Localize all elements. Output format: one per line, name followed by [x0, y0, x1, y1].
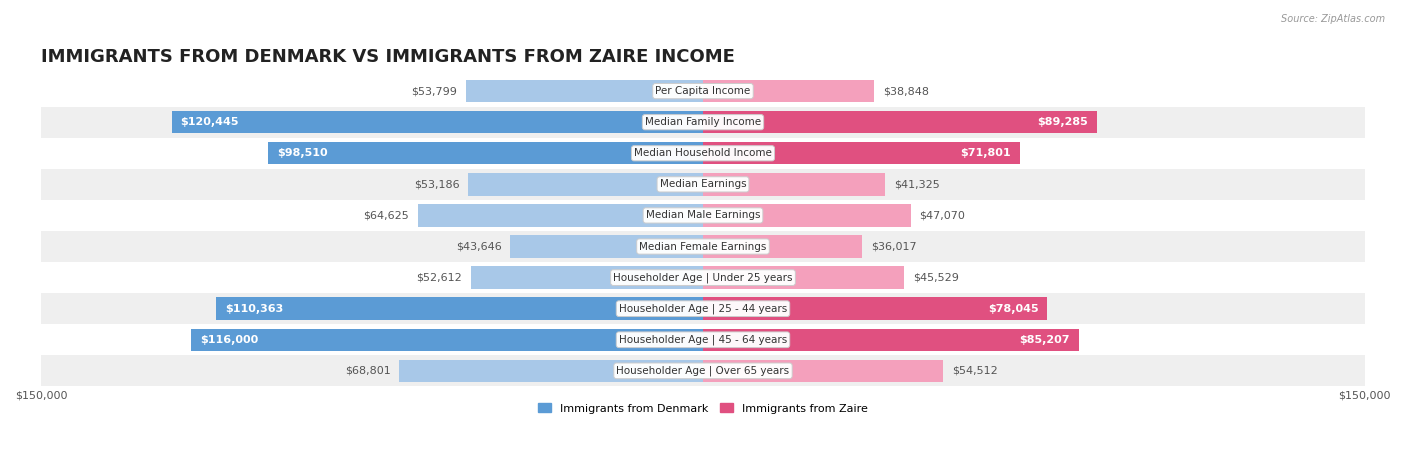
- Bar: [703, 142, 1019, 164]
- Bar: [41, 169, 1365, 200]
- Bar: [703, 360, 943, 382]
- Bar: [399, 360, 703, 382]
- Bar: [41, 138, 1365, 169]
- Bar: [41, 355, 1365, 386]
- Text: Source: ZipAtlas.com: Source: ZipAtlas.com: [1281, 14, 1385, 24]
- Bar: [703, 204, 911, 226]
- Bar: [703, 173, 886, 196]
- Bar: [269, 142, 703, 164]
- Bar: [465, 80, 703, 102]
- Text: Householder Age | 45 - 64 years: Householder Age | 45 - 64 years: [619, 334, 787, 345]
- Legend: Immigrants from Denmark, Immigrants from Zaire: Immigrants from Denmark, Immigrants from…: [534, 399, 872, 418]
- Bar: [703, 80, 875, 102]
- Bar: [172, 111, 703, 134]
- Text: $53,186: $53,186: [413, 179, 460, 189]
- Text: $36,017: $36,017: [870, 241, 917, 252]
- Text: $64,625: $64,625: [363, 211, 409, 220]
- Bar: [41, 76, 1365, 106]
- Bar: [468, 173, 703, 196]
- Text: $89,285: $89,285: [1038, 117, 1088, 127]
- Text: Median Household Income: Median Household Income: [634, 149, 772, 158]
- Bar: [703, 329, 1078, 351]
- Text: $47,070: $47,070: [920, 211, 966, 220]
- Bar: [703, 235, 862, 258]
- Text: Per Capita Income: Per Capita Income: [655, 86, 751, 96]
- Bar: [191, 329, 703, 351]
- Text: Householder Age | Under 25 years: Householder Age | Under 25 years: [613, 272, 793, 283]
- Bar: [41, 106, 1365, 138]
- Text: $53,799: $53,799: [411, 86, 457, 96]
- Text: $116,000: $116,000: [200, 335, 259, 345]
- Bar: [41, 231, 1365, 262]
- Text: $85,207: $85,207: [1019, 335, 1070, 345]
- Text: Median Female Earnings: Median Female Earnings: [640, 241, 766, 252]
- Text: $120,445: $120,445: [180, 117, 239, 127]
- Text: $110,363: $110,363: [225, 304, 283, 314]
- Text: Median Male Earnings: Median Male Earnings: [645, 211, 761, 220]
- Text: $68,801: $68,801: [344, 366, 391, 376]
- Bar: [703, 266, 904, 289]
- Bar: [703, 111, 1097, 134]
- Bar: [510, 235, 703, 258]
- Bar: [703, 297, 1047, 320]
- Bar: [217, 297, 703, 320]
- Text: $52,612: $52,612: [416, 273, 463, 283]
- Text: IMMIGRANTS FROM DENMARK VS IMMIGRANTS FROM ZAIRE INCOME: IMMIGRANTS FROM DENMARK VS IMMIGRANTS FR…: [41, 48, 735, 66]
- Text: $38,848: $38,848: [883, 86, 929, 96]
- Text: $43,646: $43,646: [456, 241, 502, 252]
- Text: $78,045: $78,045: [988, 304, 1039, 314]
- Text: $71,801: $71,801: [960, 149, 1011, 158]
- Text: $98,510: $98,510: [277, 149, 328, 158]
- Text: Median Family Income: Median Family Income: [645, 117, 761, 127]
- Text: $41,325: $41,325: [894, 179, 939, 189]
- Bar: [41, 262, 1365, 293]
- Bar: [471, 266, 703, 289]
- Text: Householder Age | 25 - 44 years: Householder Age | 25 - 44 years: [619, 304, 787, 314]
- Text: Householder Age | Over 65 years: Householder Age | Over 65 years: [616, 366, 790, 376]
- Text: $45,529: $45,529: [912, 273, 959, 283]
- Bar: [41, 293, 1365, 324]
- Bar: [41, 324, 1365, 355]
- Bar: [41, 200, 1365, 231]
- Bar: [418, 204, 703, 226]
- Text: $54,512: $54,512: [952, 366, 998, 376]
- Text: Median Earnings: Median Earnings: [659, 179, 747, 189]
